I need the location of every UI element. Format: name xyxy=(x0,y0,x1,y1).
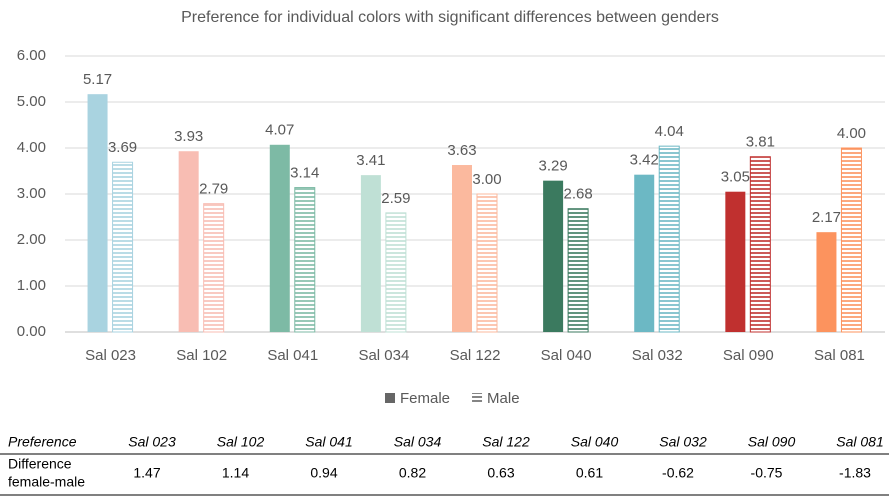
x-tick-label: Sal 102 xyxy=(176,347,227,364)
x-tick-label: Sal 041 xyxy=(267,347,318,364)
table-cell: -1.83 xyxy=(839,465,871,481)
table-cell: -0.75 xyxy=(751,465,783,481)
table-header: Preference xyxy=(8,434,77,450)
data-label: 3.93 xyxy=(174,128,203,145)
bar xyxy=(725,191,746,332)
bar xyxy=(360,175,381,332)
bar xyxy=(567,208,589,333)
table-cell: 0.82 xyxy=(399,465,426,481)
row-label: female-male xyxy=(8,474,85,490)
bar xyxy=(749,156,771,333)
bar xyxy=(543,180,564,332)
data-label: 4.07 xyxy=(265,122,294,139)
y-tick-label: 3.00 xyxy=(17,185,46,202)
table-header: Sal 081 xyxy=(836,434,883,450)
chart-title: Preference for individual colors with si… xyxy=(181,9,719,26)
data-label: 3.00 xyxy=(472,171,501,188)
row-label: Difference xyxy=(8,456,72,472)
data-label: 2.79 xyxy=(199,181,228,198)
table-cell: 0.61 xyxy=(576,465,603,481)
bar xyxy=(112,161,134,333)
x-tick-label: Sal 034 xyxy=(358,347,409,364)
bar xyxy=(269,144,290,332)
table-header: Sal 041 xyxy=(305,434,352,450)
x-tick-label: Sal 081 xyxy=(814,347,865,364)
x-tick-label: Sal 122 xyxy=(450,347,501,364)
table-cell: 1.47 xyxy=(133,465,160,481)
data-label: 2.68 xyxy=(564,186,593,203)
data-label: 3.41 xyxy=(356,152,385,169)
data-label: 4.04 xyxy=(655,123,684,140)
data-label: 3.69 xyxy=(108,139,137,156)
data-label: 3.81 xyxy=(746,134,775,151)
data-label: 4.00 xyxy=(837,125,866,142)
y-tick-label: 2.00 xyxy=(17,231,46,248)
bar xyxy=(294,187,316,333)
y-tick-label: 4.00 xyxy=(17,139,46,156)
table-header: Sal 090 xyxy=(748,434,796,450)
bar xyxy=(816,232,837,332)
data-label: 3.42 xyxy=(630,152,659,169)
data-label: 2.17 xyxy=(812,209,841,226)
x-tick-label: Sal 090 xyxy=(723,347,774,364)
data-label: 3.63 xyxy=(447,142,476,159)
table-header: Sal 032 xyxy=(659,434,707,450)
data-label: 5.17 xyxy=(83,71,112,88)
y-tick-label: 0.00 xyxy=(17,323,46,340)
legend-swatch xyxy=(385,393,395,403)
table-cell: 0.63 xyxy=(487,465,514,481)
table-cell: 0.94 xyxy=(310,465,337,481)
bar xyxy=(203,203,225,333)
bar xyxy=(840,147,862,333)
bar xyxy=(87,94,108,333)
bar xyxy=(385,212,407,333)
data-label: 3.14 xyxy=(290,165,319,182)
data-label: 3.05 xyxy=(721,169,750,186)
y-tick-label: 1.00 xyxy=(17,277,46,294)
table-header: Sal 122 xyxy=(482,434,530,450)
bar xyxy=(452,165,472,332)
bar xyxy=(476,193,498,333)
bar xyxy=(178,151,199,332)
table-cell: -0.62 xyxy=(662,465,694,481)
table-header: Sal 040 xyxy=(571,434,619,450)
bar xyxy=(634,174,655,332)
x-tick-label: Sal 032 xyxy=(632,347,683,364)
data-label: 3.29 xyxy=(539,158,568,175)
legend-label: Female xyxy=(400,390,450,407)
table-header: Sal 034 xyxy=(394,434,442,450)
table-header: Sal 023 xyxy=(128,434,176,450)
y-tick-label: 5.00 xyxy=(17,93,46,110)
legend-swatch xyxy=(472,393,483,403)
x-tick-label: Sal 040 xyxy=(541,347,592,364)
table-cell: 1.14 xyxy=(222,465,249,481)
legend-label: Male xyxy=(487,390,520,407)
data-label: 2.59 xyxy=(381,190,410,207)
x-tick-label: Sal 023 xyxy=(85,347,136,364)
bar xyxy=(658,145,680,333)
table-header: Sal 102 xyxy=(217,434,265,450)
y-tick-label: 6.00 xyxy=(17,47,46,64)
